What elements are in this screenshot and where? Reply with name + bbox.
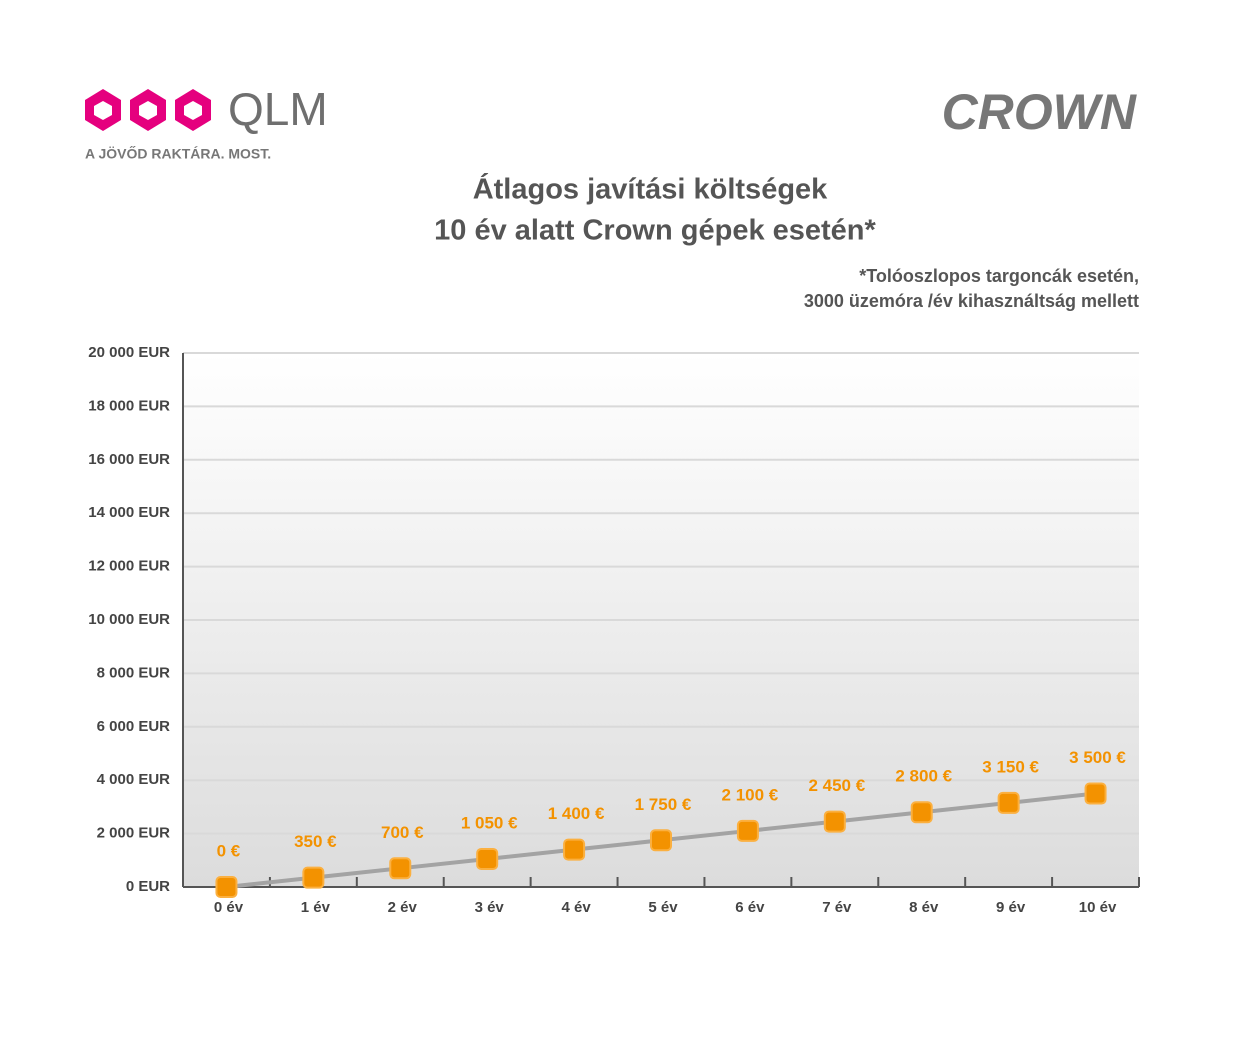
data-point (1084, 782, 1107, 805)
y-tick-label: 0 EUR (126, 878, 170, 895)
y-tick-label: 12 000 EUR (88, 558, 170, 575)
data-point (563, 838, 586, 861)
x-tick-label: 9 év (996, 899, 1026, 916)
data-point (997, 791, 1020, 814)
brand-logo: QLM A JÖVŐD RAKTÁRA. MOST. (85, 83, 328, 162)
data-point (389, 857, 412, 880)
tagline: A JÖVŐD RAKTÁRA. MOST. (85, 145, 271, 162)
data-point (302, 866, 325, 889)
x-tick-label: 4 év (561, 899, 591, 916)
data-label: 1 400 € (548, 804, 605, 823)
chart-title: Átlagos javítási költségek (473, 172, 828, 206)
data-point (736, 819, 759, 842)
x-tick-label: 0 év (214, 899, 244, 916)
data-label: 1 750 € (635, 795, 692, 814)
y-tick-label: 10 000 EUR (88, 611, 170, 628)
chart-title: 10 év alatt Crown gépek esetén* (434, 215, 876, 247)
y-tick-label: 8 000 EUR (97, 664, 171, 681)
x-tick-label: 1 év (301, 899, 331, 916)
x-tick-label: 7 év (822, 899, 852, 916)
data-label: 3 500 € (1069, 748, 1126, 767)
data-point (650, 829, 672, 852)
y-tick-label: 4 000 EUR (97, 771, 171, 788)
data-point (823, 810, 846, 833)
x-tick-label: 10 év (1079, 899, 1117, 916)
chart-subtitle: *Tolóoszlopos targoncák esetén, (859, 266, 1139, 286)
brand-name: QLM (228, 83, 328, 135)
x-tick-label: 6 év (735, 899, 765, 916)
data-label: 2 800 € (895, 767, 952, 786)
data-label: 700 € (381, 823, 424, 842)
data-label: 1 050 € (461, 813, 518, 832)
partner-logo: CROWN (942, 84, 1137, 140)
y-tick-label: 14 000 EUR (88, 504, 170, 521)
data-label: 350 € (294, 832, 337, 851)
y-tick-label: 6 000 EUR (97, 718, 171, 735)
x-tick-label: 5 év (648, 899, 678, 916)
data-point (215, 876, 238, 898)
x-tick-label: 2 év (388, 899, 418, 916)
data-point (910, 801, 933, 824)
data-label: 3 150 € (982, 757, 1039, 776)
y-tick-label: 2 000 EUR (97, 825, 171, 842)
x-tick-label: 8 év (909, 899, 939, 916)
data-label: 0 € (217, 841, 241, 860)
data-label: 2 450 € (808, 776, 865, 795)
data-point (476, 847, 499, 870)
y-tick-label: 20 000 EUR (88, 344, 170, 361)
x-tick-label: 3 év (475, 899, 505, 916)
data-label: 2 100 € (722, 785, 779, 804)
y-tick-label: 18 000 EUR (88, 397, 170, 414)
y-tick-label: 16 000 EUR (88, 451, 170, 468)
chart-subtitle: 3000 üzemóra /év kihasználtság mellett (804, 291, 1139, 311)
